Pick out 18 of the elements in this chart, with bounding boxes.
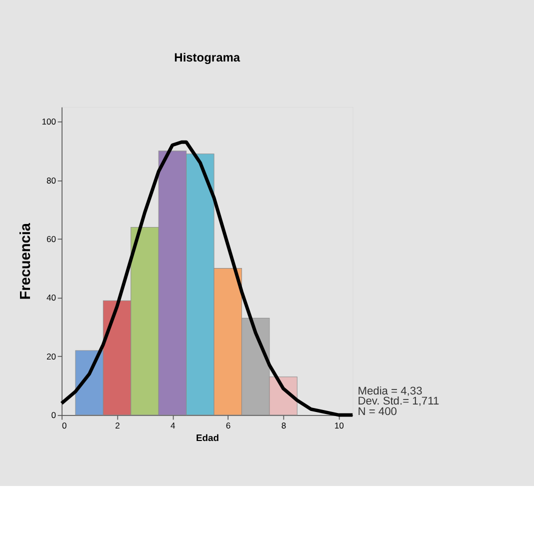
x-tick-label: 4: [170, 420, 176, 430]
text: N = 400: [358, 406, 397, 418]
y-tick-label: 60: [46, 234, 56, 244]
y-tick-label: 100: [42, 116, 56, 127]
x-axis-title: Edad: [196, 432, 220, 444]
y-tick-label: 0: [51, 410, 56, 420]
x-tick-label: 0: [62, 420, 68, 430]
text: Dev. Std.= 1,711: [358, 396, 440, 408]
x-tick-label: 2: [115, 420, 120, 430]
x-tick-label: 10: [334, 420, 344, 430]
y-tick-label: 20: [46, 351, 56, 362]
x-tick-label: 8: [281, 420, 286, 430]
y-tick-label: 80: [46, 175, 56, 186]
chart-title: Histograma: [174, 50, 240, 65]
y-tick-label: 40: [46, 292, 56, 303]
y-axis-title: Frecuencia: [18, 222, 34, 300]
x-tick-label: 6: [226, 420, 231, 430]
text: Media = 4,33: [358, 385, 422, 398]
